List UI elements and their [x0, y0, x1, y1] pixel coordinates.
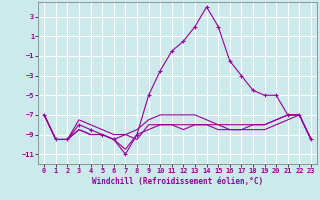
X-axis label: Windchill (Refroidissement éolien,°C): Windchill (Refroidissement éolien,°C)	[92, 177, 263, 186]
